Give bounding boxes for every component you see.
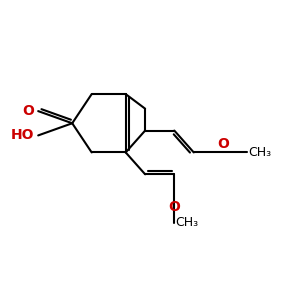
Text: CH₃: CH₃ xyxy=(248,146,272,159)
Text: O: O xyxy=(23,104,34,118)
Text: O: O xyxy=(168,200,180,214)
Text: O: O xyxy=(217,137,229,151)
Text: HO: HO xyxy=(11,128,35,142)
Text: CH₃: CH₃ xyxy=(176,216,199,230)
